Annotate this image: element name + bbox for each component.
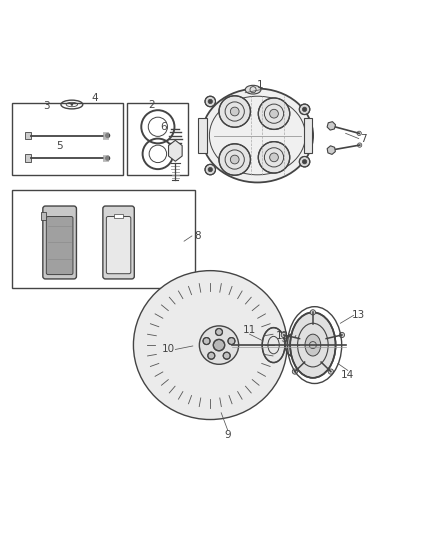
Bar bbox=[127, 103, 188, 175]
FancyBboxPatch shape bbox=[106, 216, 131, 274]
Circle shape bbox=[302, 107, 307, 111]
Circle shape bbox=[292, 369, 297, 374]
Circle shape bbox=[310, 310, 315, 315]
Ellipse shape bbox=[305, 334, 321, 356]
Bar bbox=[12, 190, 195, 288]
Circle shape bbox=[270, 109, 279, 118]
Circle shape bbox=[213, 340, 225, 351]
Circle shape bbox=[299, 157, 310, 167]
Text: 6: 6 bbox=[160, 122, 167, 132]
Ellipse shape bbox=[286, 334, 299, 356]
Ellipse shape bbox=[202, 88, 313, 182]
Circle shape bbox=[339, 333, 345, 337]
Polygon shape bbox=[327, 146, 336, 155]
Bar bbox=[41, 212, 46, 220]
Circle shape bbox=[208, 167, 212, 172]
Bar bbox=[12, 103, 123, 175]
Text: 9: 9 bbox=[224, 430, 231, 440]
Circle shape bbox=[230, 107, 239, 116]
Bar bbox=[304, 118, 312, 153]
Text: 12: 12 bbox=[276, 332, 289, 341]
Text: 3: 3 bbox=[43, 101, 50, 111]
FancyBboxPatch shape bbox=[43, 206, 77, 279]
Circle shape bbox=[205, 96, 215, 107]
Circle shape bbox=[215, 328, 223, 335]
Ellipse shape bbox=[262, 328, 285, 362]
Text: 8: 8 bbox=[194, 231, 201, 241]
Circle shape bbox=[258, 98, 290, 130]
Text: 4: 4 bbox=[91, 93, 98, 103]
Circle shape bbox=[219, 144, 251, 175]
Text: 11: 11 bbox=[243, 325, 256, 335]
Text: 5: 5 bbox=[57, 141, 63, 151]
Bar bbox=[25, 132, 31, 140]
FancyBboxPatch shape bbox=[103, 206, 134, 279]
Circle shape bbox=[299, 104, 310, 115]
Circle shape bbox=[258, 142, 290, 173]
Ellipse shape bbox=[199, 326, 239, 364]
Polygon shape bbox=[327, 122, 336, 130]
Text: 13: 13 bbox=[352, 310, 365, 320]
Ellipse shape bbox=[245, 85, 261, 94]
Circle shape bbox=[223, 352, 230, 359]
Circle shape bbox=[228, 337, 235, 344]
Circle shape bbox=[219, 96, 251, 127]
Bar bbox=[25, 154, 31, 162]
Circle shape bbox=[230, 155, 239, 164]
Circle shape bbox=[208, 99, 212, 103]
Ellipse shape bbox=[134, 271, 287, 419]
FancyBboxPatch shape bbox=[46, 216, 73, 274]
Ellipse shape bbox=[290, 312, 336, 378]
Polygon shape bbox=[169, 140, 182, 161]
Circle shape bbox=[208, 352, 215, 359]
Circle shape bbox=[357, 143, 362, 147]
Circle shape bbox=[203, 337, 210, 344]
Text: 2: 2 bbox=[148, 100, 155, 110]
Circle shape bbox=[357, 131, 361, 135]
Circle shape bbox=[281, 333, 286, 337]
Circle shape bbox=[270, 153, 279, 161]
Text: 10: 10 bbox=[162, 344, 175, 354]
Circle shape bbox=[71, 103, 73, 106]
Text: 7: 7 bbox=[360, 134, 367, 143]
Circle shape bbox=[105, 133, 110, 138]
Circle shape bbox=[328, 369, 333, 374]
Circle shape bbox=[105, 156, 110, 161]
Circle shape bbox=[302, 159, 307, 164]
Bar bbox=[114, 214, 123, 218]
Ellipse shape bbox=[146, 282, 275, 408]
Text: 1: 1 bbox=[257, 80, 264, 90]
Circle shape bbox=[205, 164, 215, 175]
Text: 14: 14 bbox=[341, 370, 354, 380]
Bar bbox=[198, 118, 207, 153]
